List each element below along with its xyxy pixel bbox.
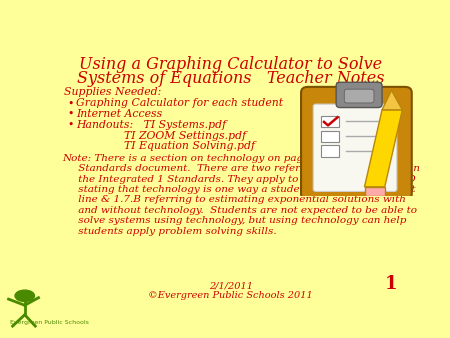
Text: Graphing Calculator for each student: Graphing Calculator for each student: [76, 98, 284, 108]
Text: •: •: [67, 98, 73, 108]
Text: Note: There is a section on technology on page iv of the k-12: Note: There is a section on technology o…: [63, 154, 382, 163]
Text: 2/1/2011: 2/1/2011: [209, 282, 252, 291]
FancyBboxPatch shape: [336, 82, 382, 107]
Text: stating that technology is one way a student could find a best fit: stating that technology is one way a stu…: [63, 185, 416, 194]
Text: line & 1.7.B referring to estimating exponential solutions with: line & 1.7.B referring to estimating exp…: [63, 195, 406, 204]
Text: 1: 1: [385, 275, 397, 293]
Text: •: •: [67, 120, 73, 130]
Text: TI Equation Solving.pdf: TI Equation Solving.pdf: [125, 141, 256, 151]
Bar: [321, 145, 339, 157]
Text: ©Evergreen Public Schools 2011: ©Evergreen Public Schools 2011: [148, 291, 313, 300]
Text: Supplies Needed:: Supplies Needed:: [64, 87, 161, 97]
Text: Evergreen Public Schools: Evergreen Public Schools: [9, 320, 89, 325]
Polygon shape: [364, 187, 385, 196]
FancyBboxPatch shape: [313, 104, 397, 191]
Text: Handouts:   TI Systems.pdf: Handouts: TI Systems.pdf: [76, 120, 226, 130]
Text: Internet Access: Internet Access: [76, 109, 162, 119]
Text: and without technology.  Students are not expected to be able to: and without technology. Students are not…: [63, 206, 418, 215]
Bar: [321, 116, 339, 127]
Polygon shape: [382, 90, 402, 110]
Circle shape: [15, 290, 35, 301]
Text: •: •: [67, 109, 73, 119]
FancyBboxPatch shape: [344, 89, 374, 103]
Text: Using a Graphing Calculator to Solve: Using a Graphing Calculator to Solve: [79, 56, 382, 73]
FancyBboxPatch shape: [301, 87, 412, 199]
Text: solve systems using technology, but using technology can help: solve systems using technology, but usin…: [63, 216, 407, 225]
Polygon shape: [364, 110, 402, 187]
Text: Systems of Equations   Teacher Notes: Systems of Equations Teacher Notes: [77, 70, 384, 87]
Text: the Integrated 1 Standards. They apply to linear modeling 1.6.D: the Integrated 1 Standards. They apply t…: [63, 174, 416, 184]
Text: TI ZOOM Settings.pdf: TI ZOOM Settings.pdf: [125, 131, 247, 141]
Text: students apply problem solving skills.: students apply problem solving skills.: [63, 226, 277, 236]
Text: Standards document.  There are two references to Technology in: Standards document. There are two refere…: [63, 164, 420, 173]
Bar: [321, 130, 339, 142]
